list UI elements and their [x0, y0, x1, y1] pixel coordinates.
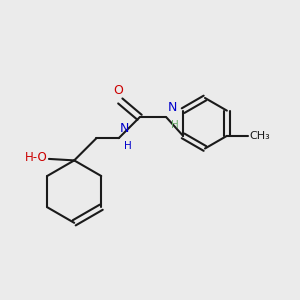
Text: O: O [113, 83, 123, 97]
Text: CH₃: CH₃ [249, 131, 270, 141]
Text: H: H [171, 120, 179, 130]
Text: H: H [124, 141, 131, 151]
Text: N: N [120, 122, 129, 134]
Text: H-O: H-O [25, 151, 47, 164]
Text: N: N [167, 101, 177, 114]
